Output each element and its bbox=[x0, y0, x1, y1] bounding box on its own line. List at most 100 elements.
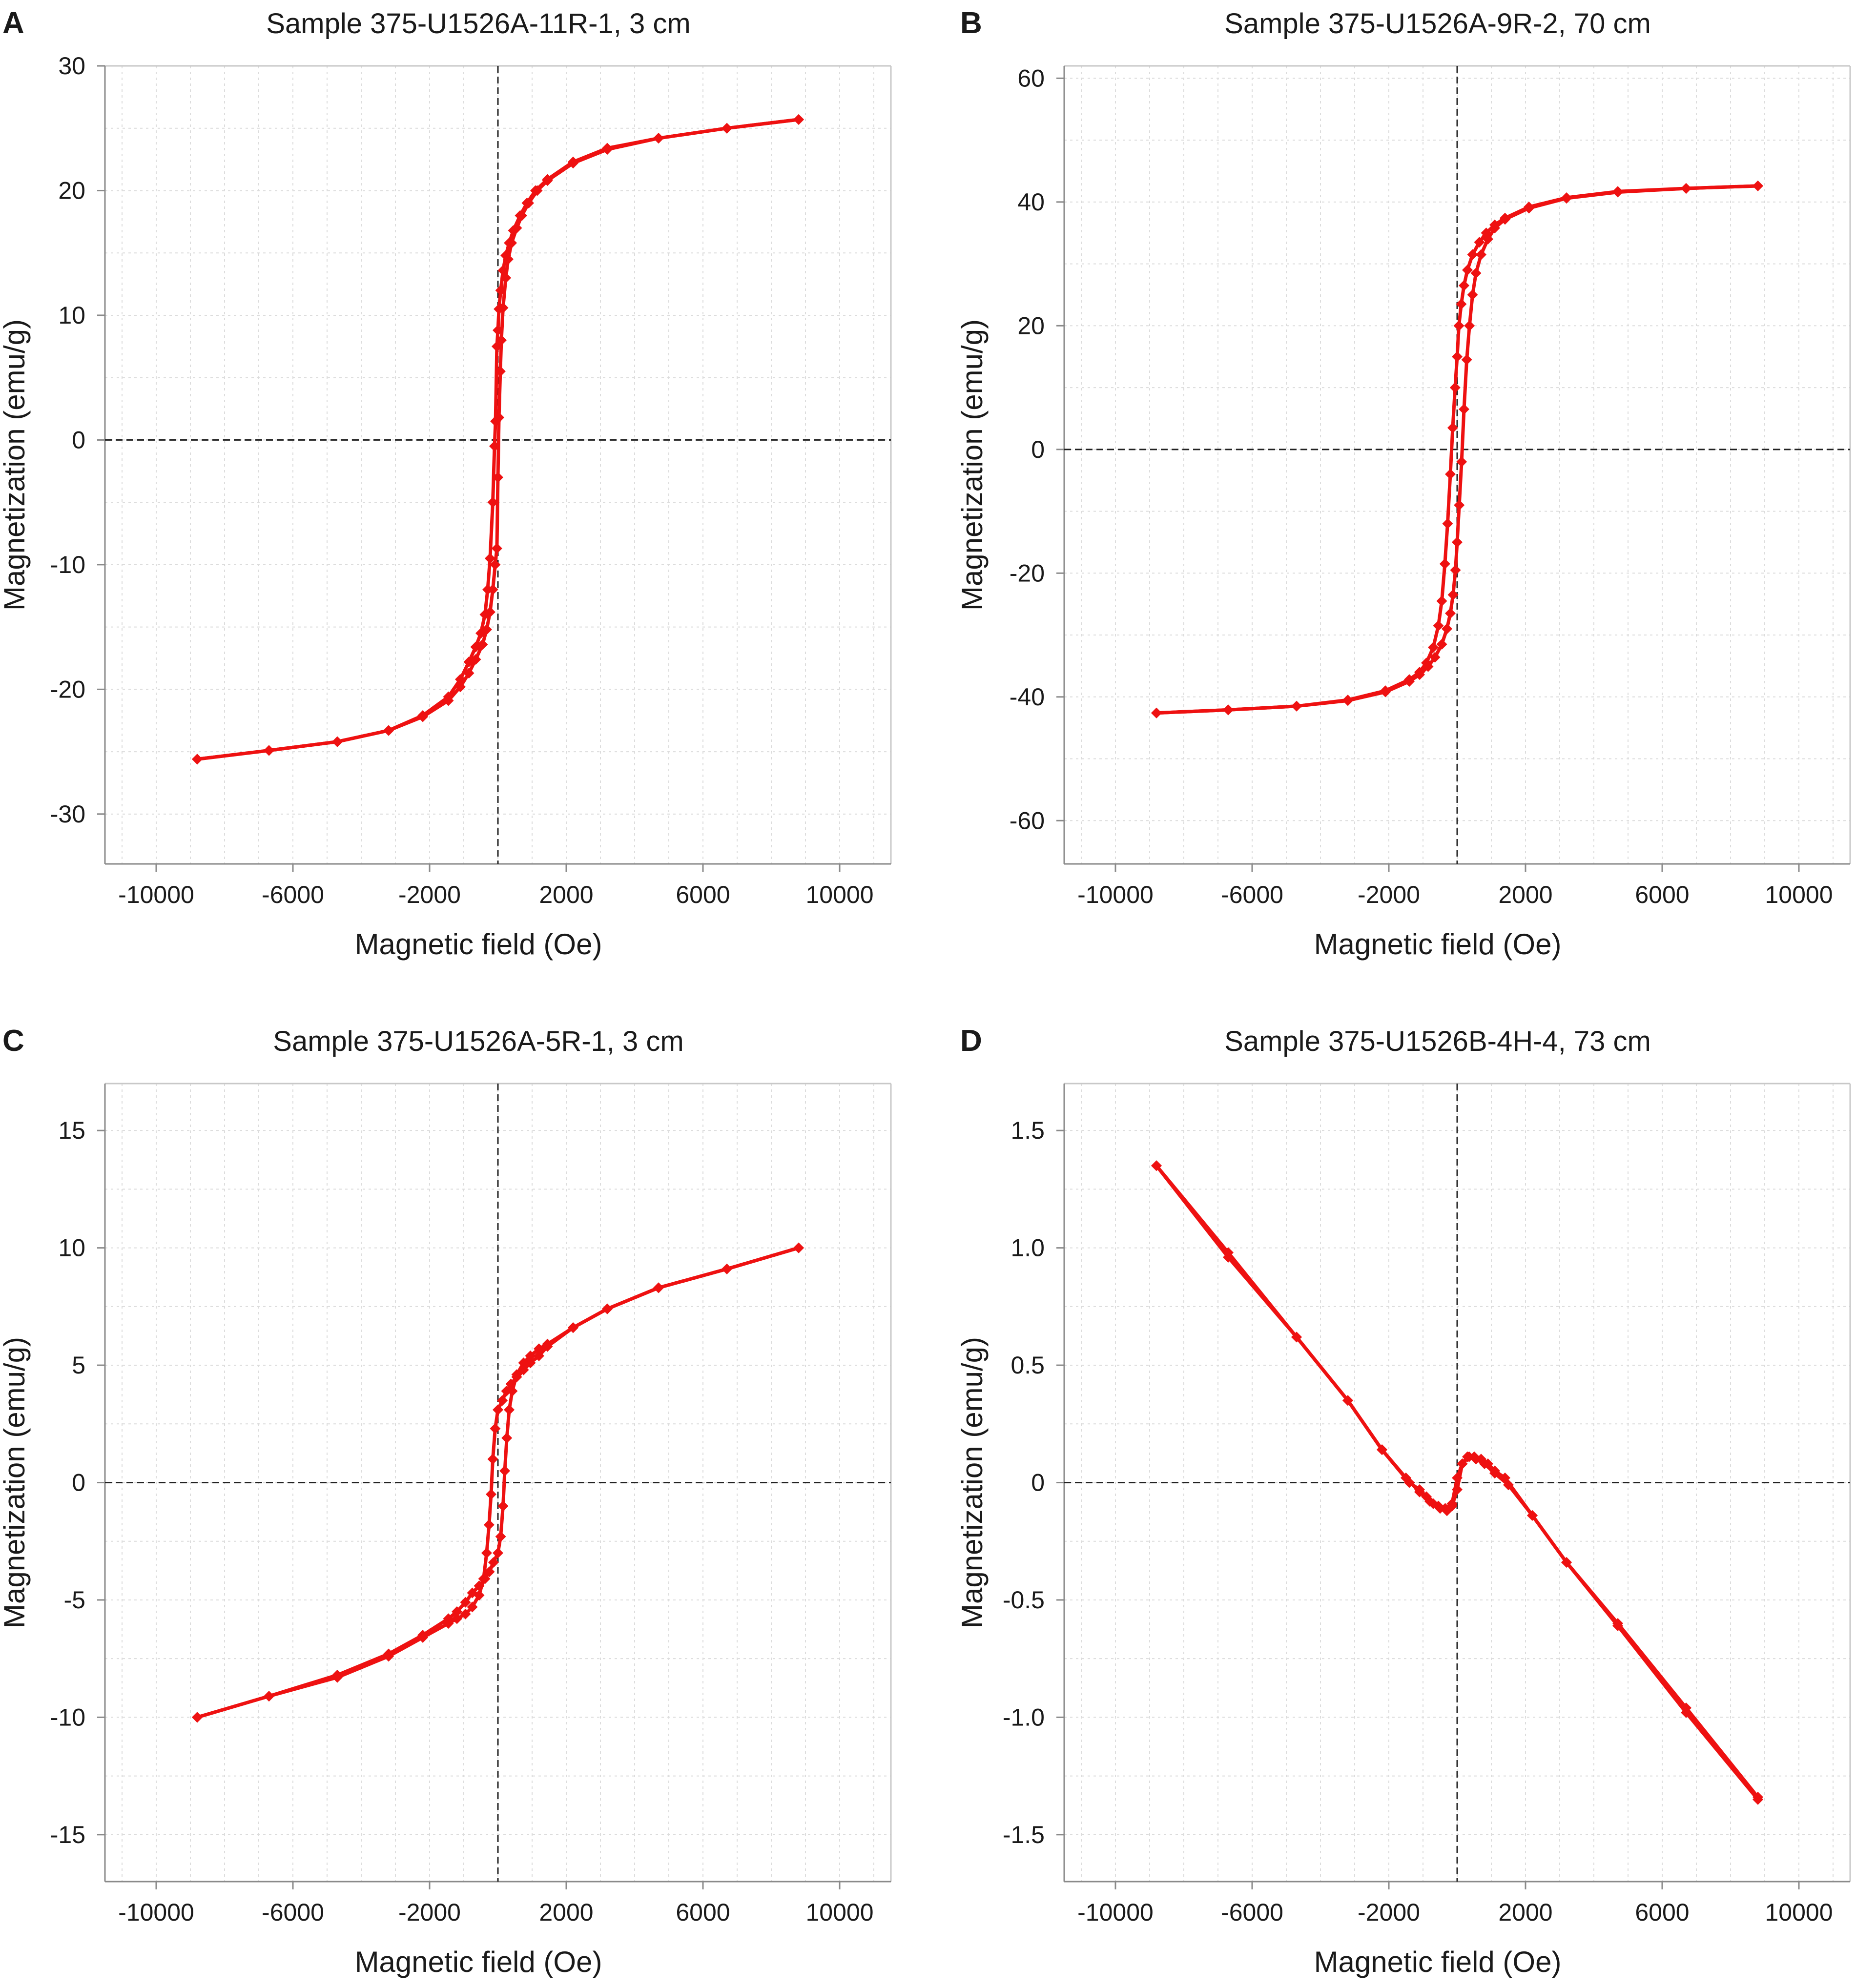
data-point bbox=[1753, 1791, 1763, 1803]
data-point bbox=[1461, 354, 1472, 366]
y-axis-label: Magnetization (emu/g) bbox=[0, 319, 31, 611]
y-tick-label: -15 bbox=[50, 1821, 85, 1848]
data-point bbox=[455, 681, 466, 693]
data-point bbox=[1428, 642, 1439, 653]
y-tick-label: -10 bbox=[50, 1703, 85, 1731]
x-axis-label: Magnetic field (Oe) bbox=[355, 928, 602, 961]
data-point bbox=[443, 695, 454, 706]
y-tick-label: 0 bbox=[72, 1469, 85, 1496]
data-point bbox=[1421, 1491, 1432, 1502]
y-tick-label: 0 bbox=[1031, 436, 1045, 463]
panel-letter: B bbox=[960, 6, 982, 40]
data-point bbox=[523, 198, 534, 209]
x-tick-label: 6000 bbox=[1635, 1899, 1689, 1926]
data-point bbox=[1445, 608, 1456, 619]
y-tick-label: 0.5 bbox=[1010, 1352, 1045, 1379]
data-point bbox=[1453, 320, 1464, 331]
x-tick-label: -10000 bbox=[1077, 1899, 1154, 1926]
x-tick-label: 6000 bbox=[676, 1899, 730, 1926]
data-point bbox=[1464, 320, 1475, 331]
series-branch-2 bbox=[192, 1242, 804, 1723]
data-point bbox=[1423, 661, 1434, 672]
data-point bbox=[602, 1303, 613, 1314]
chart-title: Sample 375-U1526B-4H-4, 73 cm bbox=[1224, 1025, 1651, 1057]
series-line bbox=[197, 1246, 799, 1719]
data-point bbox=[1449, 382, 1461, 393]
data-point bbox=[383, 1648, 394, 1660]
data-point bbox=[497, 1395, 508, 1406]
data-point bbox=[1489, 223, 1500, 234]
data-point bbox=[1454, 499, 1465, 511]
data-point bbox=[602, 144, 613, 155]
data-point bbox=[1483, 233, 1493, 245]
y-tick-label: 1.0 bbox=[1010, 1234, 1045, 1262]
data-point bbox=[1447, 589, 1459, 600]
data-point bbox=[481, 624, 492, 635]
data-point bbox=[1223, 1251, 1234, 1263]
data-point bbox=[1527, 1510, 1538, 1521]
data-point bbox=[1456, 298, 1467, 309]
data-point bbox=[1470, 267, 1482, 279]
y-tick-label: -5 bbox=[64, 1586, 85, 1614]
y-tick-label: -0.5 bbox=[1003, 1586, 1045, 1614]
x-tick-label: -10000 bbox=[118, 1899, 194, 1926]
data-point bbox=[497, 302, 509, 313]
data-point bbox=[497, 1500, 509, 1512]
data-point bbox=[1681, 183, 1691, 194]
data-point bbox=[722, 1263, 732, 1274]
y-axis-label: Magnetization (emu/g) bbox=[956, 1337, 989, 1628]
x-tick-label: 10000 bbox=[1765, 1899, 1833, 1926]
data-point bbox=[1291, 700, 1302, 712]
x-axis-label: Magnetic field (Oe) bbox=[1314, 1946, 1562, 1978]
data-point bbox=[1414, 1484, 1425, 1495]
chart-title: Sample 375-U1526A-11R-1, 3 cm bbox=[266, 8, 690, 40]
data-point bbox=[511, 1369, 522, 1380]
data-point bbox=[1447, 422, 1458, 433]
panel-letter: A bbox=[2, 6, 24, 40]
chart-title: Sample 375-U1526A-9R-2, 70 cm bbox=[1224, 8, 1651, 40]
panel-letter: C bbox=[2, 1024, 24, 1058]
x-tick-label: 6000 bbox=[1635, 881, 1689, 908]
data-point bbox=[1223, 704, 1234, 716]
y-tick-label: 20 bbox=[1017, 312, 1045, 339]
data-point bbox=[470, 654, 481, 665]
x-tick-label: 10000 bbox=[805, 1899, 873, 1926]
x-tick-label: 2000 bbox=[1498, 881, 1552, 908]
x-tick-label: 10000 bbox=[805, 881, 873, 908]
y-tick-label: 30 bbox=[58, 52, 85, 80]
data-point bbox=[1435, 1503, 1445, 1514]
data-point bbox=[483, 1519, 495, 1531]
y-tick-label: 60 bbox=[1017, 64, 1045, 92]
data-point bbox=[511, 223, 522, 234]
y-tick-label: -30 bbox=[50, 800, 85, 828]
data-point bbox=[474, 1580, 485, 1592]
data-point bbox=[487, 497, 498, 508]
data-point bbox=[501, 1385, 512, 1396]
data-point bbox=[504, 1404, 515, 1415]
data-point bbox=[1467, 249, 1478, 260]
data-point bbox=[506, 237, 517, 248]
data-point bbox=[1452, 351, 1463, 362]
y-tick-label: 0 bbox=[72, 426, 85, 453]
data-point bbox=[1452, 1484, 1463, 1495]
data-point bbox=[467, 1601, 478, 1613]
data-point bbox=[1445, 469, 1456, 480]
data-point bbox=[1377, 1444, 1387, 1455]
data-point bbox=[494, 412, 505, 423]
data-point bbox=[1436, 639, 1447, 650]
data-point bbox=[1612, 1618, 1623, 1629]
y-tick-label: -40 bbox=[1010, 683, 1045, 711]
x-tick-label: -2000 bbox=[398, 1899, 461, 1926]
data-point bbox=[417, 1630, 428, 1641]
data-point bbox=[496, 335, 507, 346]
data-point bbox=[417, 711, 428, 722]
y-axis-label: Magnetization (emu/g) bbox=[0, 1337, 31, 1628]
chart-panel-c: -10000 -6000 -2000 2000 6000 10000 15 10 5 0 -5 -10… bbox=[0, 1024, 892, 1978]
data-point bbox=[499, 1465, 510, 1476]
data-point bbox=[1476, 249, 1486, 260]
x-tick-label: 2000 bbox=[539, 881, 593, 908]
data-point bbox=[452, 1606, 462, 1617]
data-point bbox=[1561, 193, 1572, 204]
y-tick-label: 10 bbox=[58, 302, 85, 329]
